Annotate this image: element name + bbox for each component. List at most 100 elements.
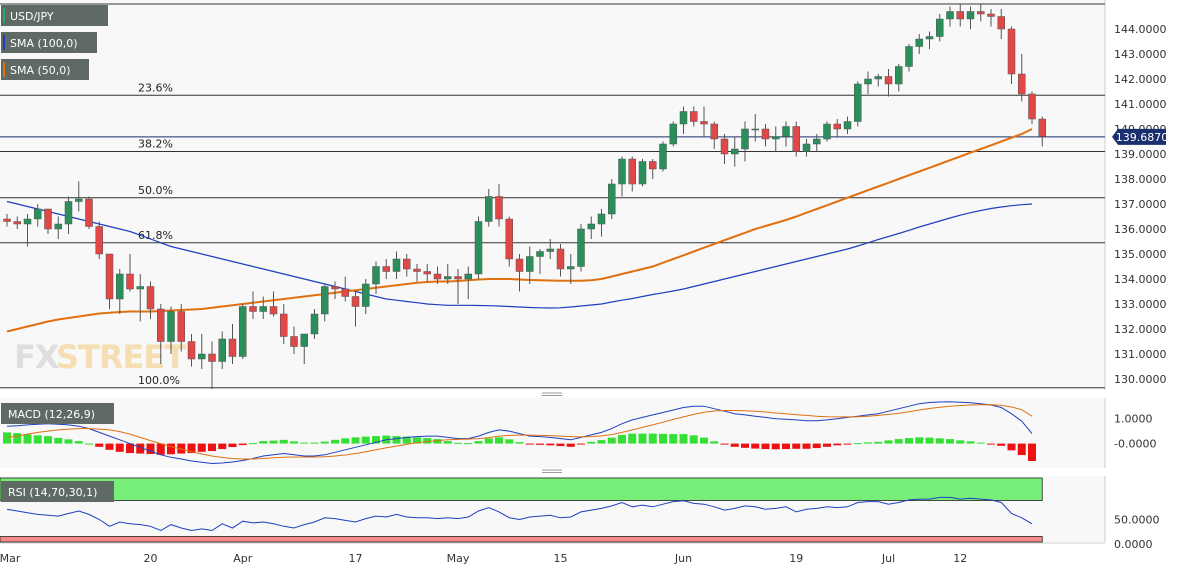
macd-split-handle[interactable]	[542, 392, 562, 396]
candle-body	[13, 221, 21, 225]
price-tick-label: 135.0000	[1114, 248, 1167, 261]
candle-body	[720, 138, 729, 155]
macd-histogram-bar	[44, 436, 52, 444]
candle-body	[905, 46, 913, 67]
macd-histogram-bar	[597, 440, 606, 444]
legend-sma-100[interactable]: SMA (100,0)	[1, 32, 97, 53]
candle-body	[833, 123, 841, 130]
last-price-label: 139.6870	[1116, 131, 1169, 144]
rsi-panel: 50.0000 0.0000	[0, 477, 1160, 551]
candle-body	[3, 218, 11, 222]
candle-body	[567, 266, 575, 270]
macd-histogram-bar	[833, 443, 842, 446]
candle-body	[136, 286, 144, 290]
macd-histogram-bar	[105, 443, 114, 450]
macd-histogram-bar	[812, 443, 821, 449]
candle-body	[649, 161, 657, 170]
macd-histogram-bar	[884, 440, 893, 444]
fib-label: 38.2%	[138, 138, 173, 151]
macd-histogram-bar	[515, 442, 524, 444]
macd-histogram-bar	[228, 443, 237, 448]
legend-sma-50[interactable]: SMA (50,0)	[1, 59, 89, 80]
macd-histogram-bar	[853, 443, 862, 445]
macd-histogram-bar	[874, 441, 883, 444]
candle-body	[382, 266, 390, 272]
candle-body	[44, 208, 52, 230]
macd-histogram-bar	[23, 434, 32, 444]
candle-body	[249, 306, 257, 312]
candle-body	[403, 258, 411, 270]
macd-histogram-bar	[3, 432, 11, 444]
sma-100-line	[6, 200, 1033, 309]
candle-body	[638, 161, 647, 185]
candle-body	[321, 286, 329, 315]
macd-histogram-bar	[987, 443, 995, 445]
date-tick-label: Apr	[233, 552, 253, 565]
legend-symbol[interactable]: USD/JPY	[1, 5, 108, 26]
candle-body	[864, 78, 872, 85]
svg-text:STREET: STREET	[56, 338, 186, 376]
candle-body	[669, 123, 677, 145]
candle-body	[526, 256, 534, 272]
candle-body	[34, 208, 42, 220]
macd-histogram-bar	[64, 439, 73, 444]
price-tick-label: 138.0000	[1114, 173, 1167, 186]
price-tick-label: 143.0000	[1114, 48, 1167, 61]
macd-histogram-bar	[577, 443, 585, 445]
macd-histogram-bar	[474, 441, 483, 444]
macd-histogram-bar	[1017, 443, 1026, 456]
candle-body	[854, 83, 862, 122]
macd-histogram-bar	[792, 443, 801, 449]
macd-histogram-bar	[402, 436, 411, 444]
candle-body	[146, 286, 155, 310]
macd-histogram-bar	[95, 443, 104, 447]
candle-body	[54, 223, 62, 230]
macd-histogram-bar	[85, 443, 93, 445]
price-tick-label: 142.0000	[1114, 73, 1167, 86]
macd-panel: 1.0000 -0.0000	[3, 401, 1156, 465]
macd-histogram-bar	[925, 437, 934, 444]
price-tick-label: 136.0000	[1114, 223, 1167, 236]
macd-histogram-bar	[423, 438, 432, 444]
date-axis: Mar 20 Apr 17 May 15 Jun 19 Jul 12	[0, 542, 1105, 565]
macd-line	[6, 401, 1033, 465]
macd-histogram-bar	[136, 443, 145, 454]
macd-histogram-bar	[566, 443, 575, 447]
macd-histogram-bar	[976, 442, 985, 444]
candle-body	[731, 148, 739, 155]
price-tick-label: 137.0000	[1114, 198, 1167, 211]
candle-body	[433, 273, 442, 280]
rsi-split-handle[interactable]	[542, 469, 562, 473]
macd-histogram-bar	[700, 437, 708, 444]
macd-histogram-bar	[618, 434, 626, 444]
candle-body	[157, 308, 165, 342]
price-tick-label: 131.0000	[1114, 348, 1167, 361]
legend-macd[interactable]: MACD (12,26,9)	[1, 403, 114, 424]
macd-histogram-bar	[361, 436, 370, 444]
macd-histogram-bar	[156, 443, 165, 455]
candle-body	[105, 253, 114, 300]
candle-body	[198, 353, 206, 360]
date-tick-label: 12	[953, 552, 967, 565]
candle-body	[977, 11, 985, 15]
candle-body	[936, 18, 944, 37]
macd-histogram-bar	[279, 439, 288, 444]
candle-body	[987, 13, 995, 17]
candle-body	[454, 276, 462, 280]
rsi-tick-label: 0.0000	[1114, 538, 1153, 551]
candle-body	[23, 218, 32, 225]
candle-body	[597, 213, 606, 225]
candle-body	[444, 276, 452, 280]
candle-body	[546, 248, 554, 252]
macd-histogram-bar	[351, 437, 360, 444]
price-tick-label: 134.0000	[1114, 273, 1167, 286]
legend-rsi[interactable]: RSI (14,70,30,1)	[1, 481, 114, 502]
macd-histogram-bar	[433, 439, 442, 444]
candle-body	[782, 126, 790, 137]
candle-body	[239, 306, 247, 357]
price-tick-label: 141.0000	[1114, 98, 1167, 111]
candle-body	[997, 16, 1005, 30]
candle-body	[187, 341, 196, 360]
candle-body	[966, 11, 975, 20]
